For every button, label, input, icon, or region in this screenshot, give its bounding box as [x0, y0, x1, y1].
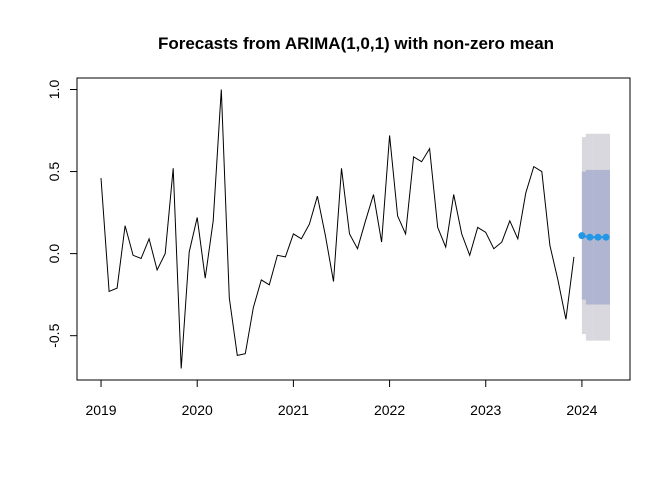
forecast-point — [578, 232, 586, 240]
forecast-line — [581, 234, 606, 239]
y-axis: -0.5 0.0 0.5 1.0 — [46, 80, 78, 348]
y-tick-label: 0.0 — [46, 244, 62, 264]
forecast-point — [586, 233, 594, 241]
x-tick-label: 2021 — [278, 402, 309, 418]
y-tick-label: -0.5 — [46, 323, 62, 347]
forecast-point — [602, 233, 610, 241]
x-tick-label: 2020 — [182, 402, 213, 418]
forecast-point — [594, 233, 602, 241]
x-axis: 2019 2020 2021 2022 2023 2024 — [85, 379, 598, 418]
observed-series-line — [100, 89, 575, 369]
chart-title: Forecasts from ARIMA(1,0,1) with non-zer… — [158, 34, 554, 53]
x-tick-label: 2023 — [470, 402, 501, 418]
series-lines — [100, 89, 606, 369]
x-tick-label: 2022 — [374, 402, 405, 418]
y-tick-label: 1.0 — [46, 80, 62, 100]
plot-frame — [76, 77, 631, 381]
y-tick-label: 0.5 — [46, 162, 62, 182]
forecast-points — [578, 232, 610, 241]
x-tick-label: 2019 — [85, 402, 116, 418]
x-tick-label: 2024 — [566, 402, 597, 418]
